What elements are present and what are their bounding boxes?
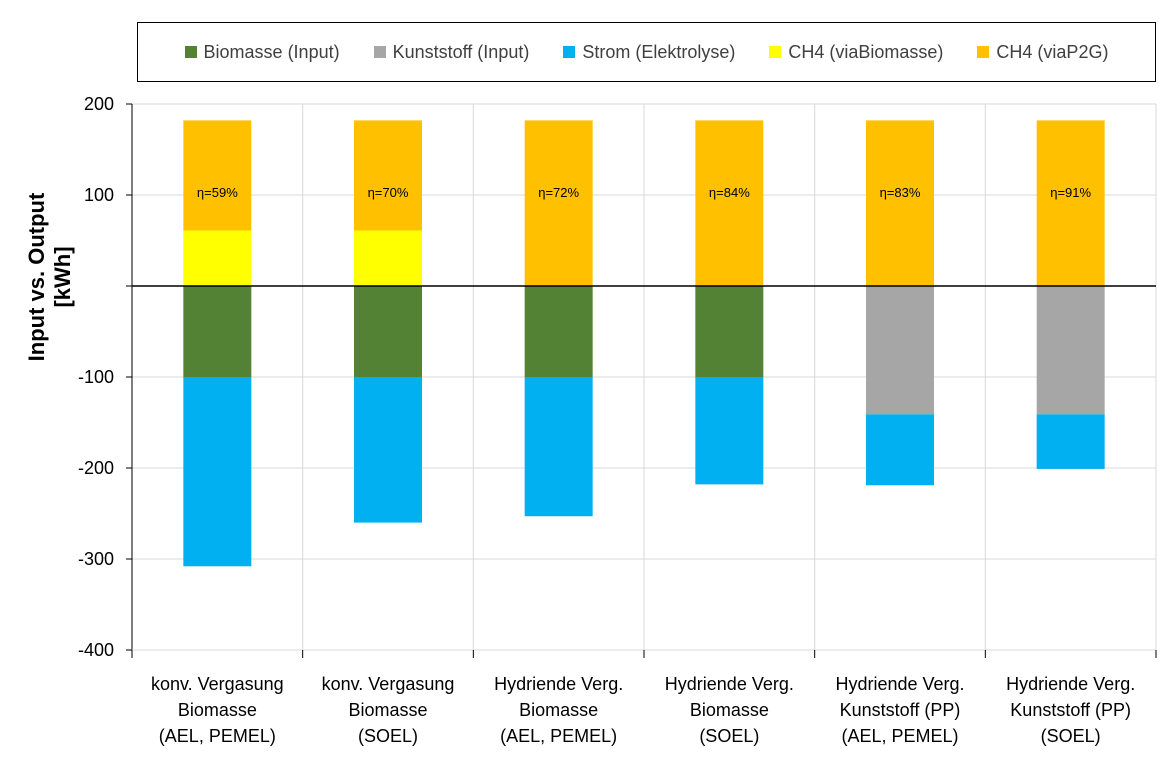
legend-swatch	[769, 46, 782, 58]
x-category-label: Biomasse	[690, 700, 769, 720]
x-category-label: (SOEL)	[1041, 726, 1101, 746]
legend-label: Biomasse (Input)	[203, 41, 340, 62]
x-category-label: Kunststoff (PP)	[1010, 700, 1131, 720]
bar-segment	[354, 377, 422, 523]
legend-swatch	[977, 46, 990, 58]
y-axis-label: [kWh]	[50, 246, 75, 307]
efficiency-label: η=59%	[197, 185, 238, 200]
x-category-label: Biomasse	[519, 700, 598, 720]
efficiency-label: η=91%	[1050, 185, 1091, 200]
y-tick-label: -400	[78, 640, 114, 660]
efficiency-label: η=84%	[709, 185, 750, 200]
x-category-label: Hydriende Verg.	[835, 674, 964, 694]
y-axis-label: Input vs. Output	[24, 192, 49, 361]
bar-segment	[354, 230, 422, 286]
chart-legend: Biomasse (Input) Kunststoff (Input) Strom …	[137, 22, 1156, 82]
y-axis-title: Input vs. Output [kWh]	[24, 192, 75, 361]
legend-label: CH4 (viaBiomasse)	[788, 41, 944, 62]
x-category-label: Kunststoff (PP)	[840, 700, 961, 720]
y-tick-label: -200	[78, 458, 114, 478]
x-category-label: (AEL, PEMEL)	[841, 726, 958, 746]
y-tick-label: 200	[84, 94, 114, 114]
legend-item: Strom (Elektrolyse)	[563, 42, 735, 63]
efficiency-label: η=70%	[368, 185, 409, 200]
bar-segment	[695, 377, 764, 485]
x-category-label: (SOEL)	[699, 726, 759, 746]
bar-segment	[183, 286, 252, 377]
bar-segment	[183, 120, 252, 231]
bar-segment	[1036, 120, 1105, 286]
bar-segment	[866, 120, 934, 286]
legend-swatch	[563, 46, 576, 58]
legend-item: CH4 (viaBiomasse)	[769, 42, 943, 63]
bar-segment	[695, 286, 764, 377]
legend-swatch	[184, 46, 197, 58]
bar-segment	[354, 286, 422, 377]
y-tick-label: -100	[78, 367, 114, 387]
x-category-label: (SOEL)	[358, 726, 418, 746]
labels-group: 200 100 -100 -200 -300 -400 η=59% konv. Vergasu…	[24, 94, 1135, 746]
y-tick-label: -300	[78, 549, 114, 569]
bar-segment	[524, 286, 593, 377]
bar-segment	[1036, 414, 1105, 469]
legend-item: Biomasse (Input)	[184, 41, 340, 63]
x-category-label: Hydriende Verg.	[1006, 674, 1135, 694]
grid-lines	[132, 103, 1157, 650]
x-category-label: konv. Vergasung	[322, 674, 455, 694]
legend-item: Kunststoff (Input)	[373, 41, 530, 63]
x-category-label: Biomasse	[178, 700, 257, 720]
bar-segment	[1036, 286, 1105, 415]
bar-segment	[866, 286, 934, 415]
legend-label: Kunststoff (Input)	[392, 41, 530, 62]
axes-group	[126, 103, 1157, 658]
efficiency-label: η=83%	[880, 185, 921, 200]
x-category-label: Biomasse	[348, 700, 427, 720]
legend-item: CH4 (viaP2G)	[977, 42, 1108, 63]
bar-segment	[354, 120, 422, 231]
x-category-label: Hydriende Verg.	[665, 674, 794, 694]
bar-segment	[183, 230, 252, 286]
legend-swatch	[373, 46, 386, 58]
bar-segment	[524, 120, 593, 286]
x-category-label: (AEL, PEMEL)	[500, 726, 617, 746]
bar-segment	[183, 377, 252, 567]
bar-segment	[866, 414, 934, 486]
x-category-label: (AEL, PEMEL)	[159, 726, 276, 746]
bar-segment	[695, 120, 764, 286]
legend-label: Strom (Elektrolyse)	[582, 41, 736, 62]
x-category-label: konv. Vergasung	[151, 674, 284, 694]
y-tick-label: 100	[84, 185, 114, 205]
bars-group	[183, 120, 1105, 567]
efficiency-label: η=72%	[538, 185, 579, 200]
legend-label: CH4 (viaP2G)	[996, 41, 1109, 62]
bar-segment	[524, 377, 593, 517]
x-category-label: Hydriende Verg.	[494, 674, 623, 694]
